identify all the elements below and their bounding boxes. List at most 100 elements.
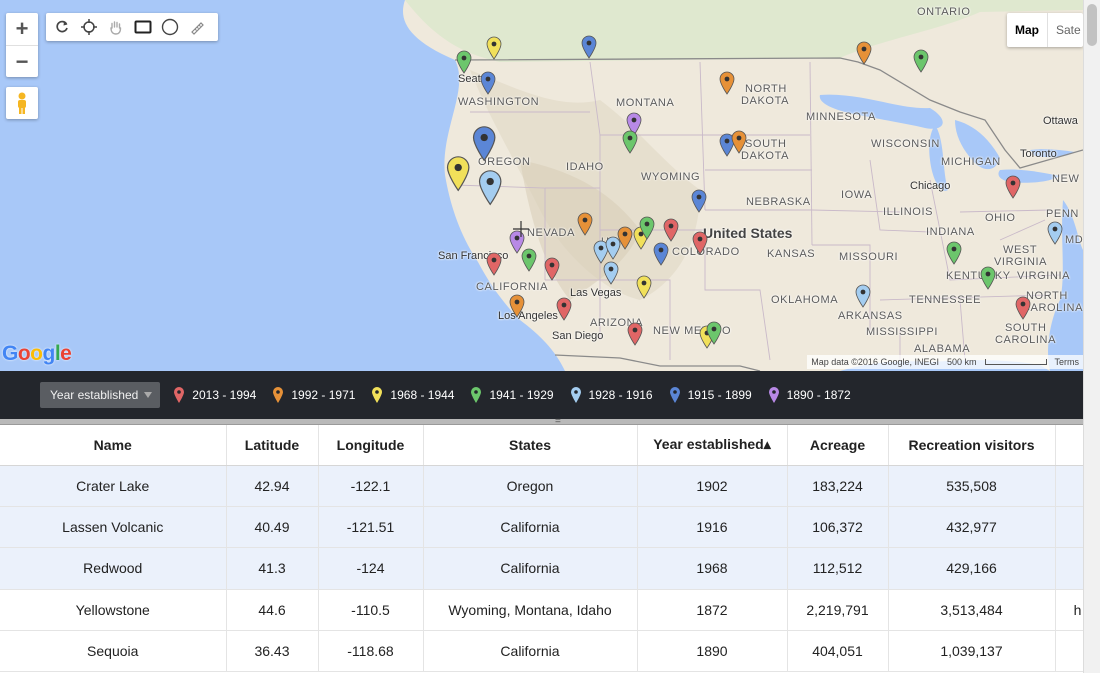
park-marker[interactable] [603,261,619,285]
legend-item[interactable]: 1941 - 1929 [471,387,554,403]
map-pin-icon [174,387,185,403]
map-label-nebraska: NEBRASKA [746,196,811,208]
street-view-pegman-button[interactable] [6,87,38,119]
park-marker[interactable] [663,218,679,242]
terms-link[interactable]: Terms [1054,357,1080,367]
map-label-california: CALIFORNIA [476,281,549,293]
park-marker[interactable] [980,266,996,290]
page-scrollbar[interactable] [1083,0,1100,673]
park-marker[interactable] [486,36,502,60]
zoom-in-button[interactable]: + [15,16,29,41]
park-marker[interactable] [1015,296,1031,320]
park-marker[interactable] [521,248,537,272]
rectangle-tool-button[interactable] [131,15,155,39]
crosshair-cursor-icon [513,221,529,237]
table-row[interactable]: Crater Lake 42.94 -122.1 Oregon 1902 183,224 5… [0,465,1083,507]
legend-item-label: 1915 - 1899 [687,388,752,402]
legend-field-select[interactable]: Year established [40,382,161,408]
park-marker[interactable] [692,231,708,255]
park-marker[interactable] [639,216,655,240]
cell-year-established: 1872 [637,589,788,632]
park-marker[interactable] [627,322,643,346]
map-type-map-button[interactable]: Map [1015,23,1039,37]
map-label-united-states: United States [703,225,793,241]
column-header-extra[interactable] [1055,425,1083,466]
column-header-year-established[interactable]: Year established▴ [637,425,788,466]
park-marker[interactable] [731,130,747,154]
locate-tool-button[interactable] [77,15,101,39]
table-row[interactable]: Redwood 41.3 -124 California 1968 112,512 429,… [0,547,1083,590]
circle-tool-button[interactable] [158,15,182,39]
map-view[interactable]: ONTARIO NORTH DAKOTA MONTANA WASHINGTON … [0,0,1083,371]
park-marker[interactable] [556,297,572,321]
cell-acreage: 112,512 [787,547,889,590]
refresh-tool-button[interactable] [50,15,74,39]
cell-longitude: -122.1 [318,465,424,507]
park-marker[interactable] [446,155,470,192]
legend-item-label: 1890 - 1872 [786,388,851,402]
park-marker[interactable] [486,252,502,276]
park-marker[interactable] [593,240,609,264]
park-marker[interactable] [653,242,669,266]
map-label-west-virginia-2: VIRGINIA [994,256,1048,268]
park-marker[interactable] [706,321,722,345]
park-marker[interactable] [605,236,621,260]
scrollbar-thumb[interactable] [1087,4,1097,46]
map-label-iowa: IOWA [841,189,873,201]
park-marker[interactable] [946,241,962,265]
park-marker[interactable] [1005,175,1021,199]
cell-recreation-visitors: 432,977 [888,506,1056,549]
park-marker[interactable] [478,169,502,206]
park-marker[interactable] [719,133,735,157]
crosshair-target-icon [81,19,97,35]
park-marker[interactable] [622,130,638,154]
map-label-arkansas: ARKANSAS [838,310,903,322]
zoom-control: + − [6,13,38,77]
park-marker[interactable] [636,275,652,299]
park-marker[interactable] [544,257,560,281]
park-marker[interactable] [577,212,593,236]
cell-name: Sequoia [0,630,227,673]
map-pin-icon [570,387,581,403]
map-label-ontario: ONTARIO [917,6,971,18]
legend-item[interactable]: 1890 - 1872 [768,387,851,403]
park-marker[interactable] [856,41,872,65]
park-marker[interactable] [1047,221,1063,245]
ruler-tool-button[interactable] [185,15,209,39]
map-type-satellite-button[interactable]: Sate [1047,13,1083,47]
legend-item-label: 2013 - 1994 [192,388,257,402]
park-marker[interactable] [509,294,525,318]
legend-item[interactable]: 1968 - 1944 [372,387,454,403]
map-label-oklahoma: OKLAHOMA [771,294,839,306]
map-label-kansas: KANSAS [767,248,816,260]
table-row[interactable]: Lassen Volcanic 40.49 -121.51 California 191… [0,506,1083,549]
park-marker[interactable] [719,71,735,95]
park-marker[interactable] [456,50,472,74]
legend-item[interactable]: 1992 - 1971 [273,387,355,403]
zoom-out-button[interactable]: − [6,45,38,77]
legend-item[interactable]: 2013 - 1994 [174,387,256,403]
park-marker[interactable] [913,49,929,73]
park-marker[interactable] [855,284,871,308]
column-header-latitude[interactable]: Latitude [226,425,319,466]
park-marker[interactable] [472,125,496,162]
legend-item[interactable]: 1928 - 1916 [570,387,653,403]
park-marker[interactable] [691,189,707,213]
column-header-longitude[interactable]: Longitude [318,425,424,466]
pane-splitter[interactable]: = [0,416,1083,427]
column-header-recreation-visitors[interactable]: Recreation visitors [888,425,1056,466]
park-marker[interactable] [480,71,496,95]
map-label-montana: MONTANA [616,97,675,109]
park-marker[interactable] [626,112,642,136]
legend-item-label: 1968 - 1944 [390,388,455,402]
column-header-acreage[interactable]: Acreage [787,425,889,466]
column-header-states[interactable]: States [423,425,638,466]
pan-tool-button[interactable] [104,15,128,39]
map-label-los-angeles: Los Angeles [498,310,558,322]
table-row[interactable]: Sequoia 36.43 -118.68 California 1890 404,051… [0,630,1083,673]
legend-item[interactable]: 1915 - 1899 [669,387,752,403]
park-marker[interactable] [617,226,633,250]
table-row[interactable]: Yellowstone 44.6 -110.5 Wyoming, Montana, I… [0,589,1083,632]
column-header-name[interactable]: Name [0,425,227,466]
park-marker[interactable] [581,35,597,59]
